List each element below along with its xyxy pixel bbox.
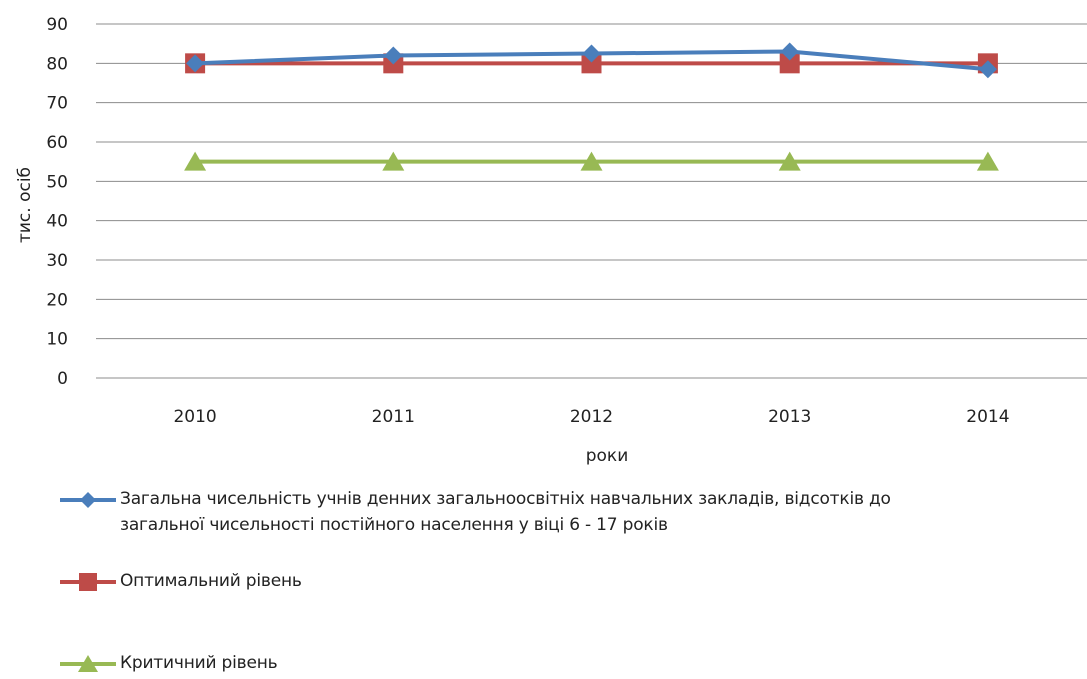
x-axis-ticks: 2010 2011 2012 2013 2014 [173,407,1009,427]
legend-item-total-students: Загальна чисельність учнів денних загаль… [60,486,891,538]
legend-label: Загальна чисельність учнів денних загаль… [120,486,891,538]
x-tick-label: 2014 [966,407,1009,427]
diamond-marker-icon [80,492,96,508]
x-tick-label: 2010 [173,407,216,427]
y-tick-label: 50 [46,172,68,192]
legend-swatch-green [60,655,116,672]
legend-label: Критичний рівень [120,653,278,673]
data-point-square [581,53,602,74]
x-tick-label: 2011 [372,407,415,427]
gridlines [96,23,1087,379]
data-point-square [779,53,800,74]
y-tick-label: 60 [46,133,68,153]
legend-label: Оптимальний рівень [120,571,302,591]
x-axis-label: роки [586,446,629,466]
legend-item-optimal-level: Оптимальний рівень [60,568,302,596]
y-tick-label: 0 [57,369,68,389]
line-chart-plot: 0 10 20 30 40 50 60 70 80 90 2010 2011 2012 2013 2014… [15,15,1087,466]
data-point-diamond [186,54,205,73]
legend-label-line1: Загальна чисельність учнів денних загаль… [120,489,891,509]
y-tick-label: 90 [46,15,68,35]
data-point-diamond [582,44,601,63]
y-tick-label: 80 [46,54,68,74]
series-0 [186,42,997,79]
data-point-diamond [978,60,997,79]
data-point-triangle [778,151,801,171]
legend-label-line2: загальної чисельності постійного населен… [120,515,668,535]
data-point-triangle [184,151,207,171]
y-tick-label: 10 [46,330,68,350]
data-point-triangle [580,151,603,171]
x-tick-label: 2012 [570,407,613,427]
y-tick-label: 20 [46,290,68,310]
data-point-diamond [780,42,799,61]
y-tick-label: 30 [46,251,68,271]
data-point-diamond [384,46,403,65]
square-marker-icon [79,573,97,591]
legend-item-critical-level: Критичний рівень [60,650,278,678]
y-tick-label: 70 [46,94,68,114]
legend-swatch-blue [60,492,116,508]
data-point-triangle [382,151,405,171]
series-layer [184,42,999,171]
x-tick-label: 2013 [768,407,811,427]
data-point-triangle [976,151,999,171]
y-tick-label: 40 [46,212,68,232]
series-1 [185,53,998,74]
triangle-marker-icon [78,655,98,672]
y-axis-label: тис. осіб [15,167,35,243]
y-axis-ticks: 0 10 20 30 40 50 60 70 80 90 [46,15,68,389]
series-2 [184,151,999,171]
legend-swatch-red [60,573,116,591]
